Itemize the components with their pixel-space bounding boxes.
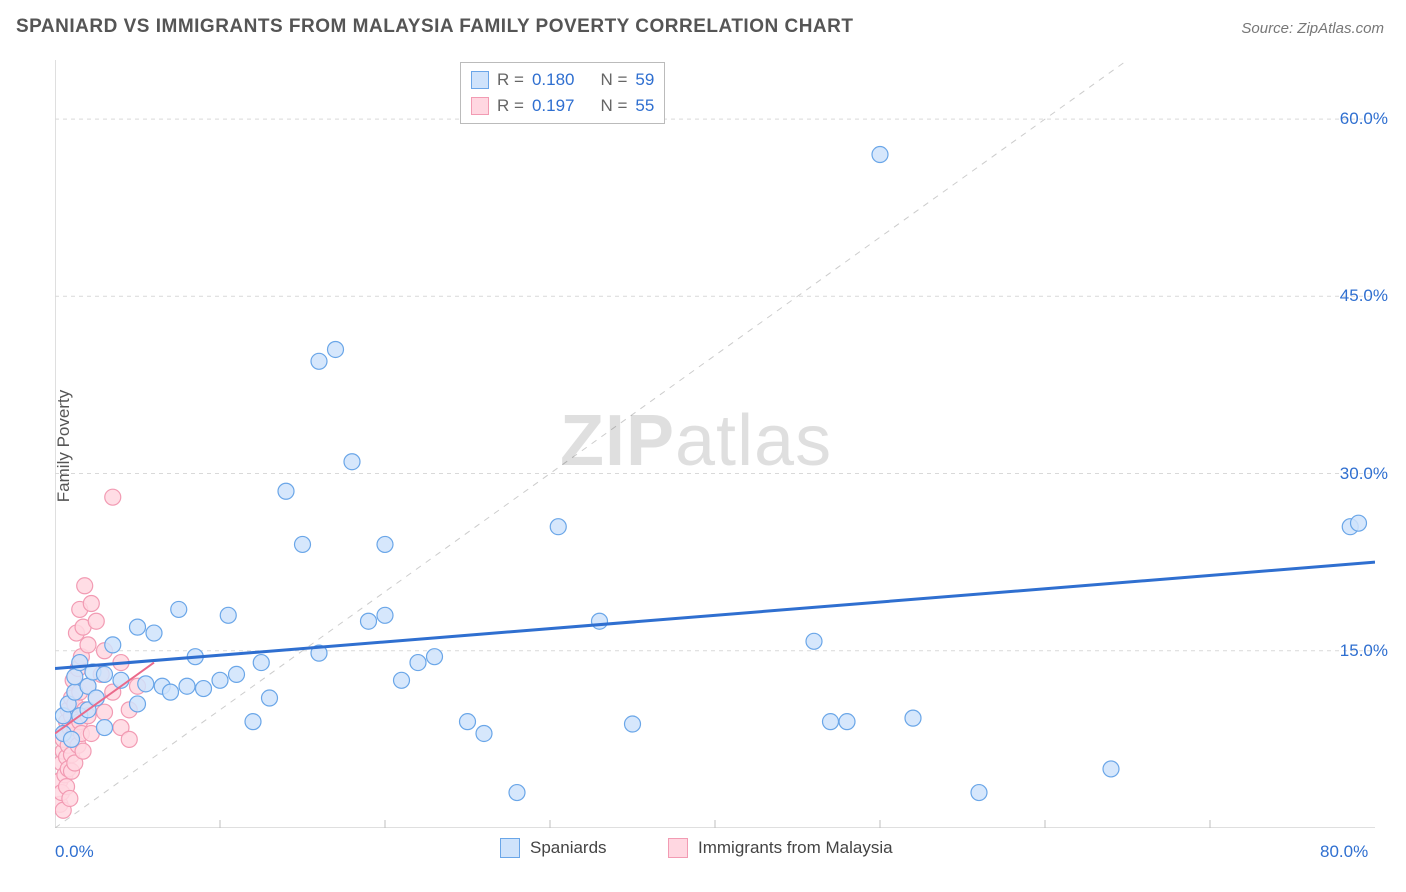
data-point <box>88 613 104 629</box>
data-point <box>278 483 294 499</box>
data-point <box>121 731 137 747</box>
data-point <box>83 596 99 612</box>
n-label: N = <box>600 96 627 116</box>
data-point <box>295 536 311 552</box>
data-point <box>410 655 426 671</box>
legend-label: Immigrants from Malaysia <box>698 838 893 858</box>
r-value: 0.180 <box>532 70 575 90</box>
data-point <box>163 684 179 700</box>
data-point <box>1351 515 1367 531</box>
data-point <box>361 613 377 629</box>
chart-root: { "title": "SPANIARD VS IMMIGRANTS FROM … <box>0 0 1406 892</box>
data-point <box>1103 761 1119 777</box>
x-origin-label: 0.0% <box>55 842 94 862</box>
data-point <box>80 637 96 653</box>
data-point <box>97 704 113 720</box>
r-label: R = <box>497 70 524 90</box>
y-tick-label: 45.0% <box>1340 286 1388 306</box>
series-swatch <box>471 71 489 89</box>
data-point <box>138 676 154 692</box>
data-point <box>196 681 212 697</box>
data-point <box>212 672 228 688</box>
scatter-plot <box>55 60 1375 828</box>
series-swatch <box>471 97 489 115</box>
data-point <box>971 785 987 801</box>
legend-swatch <box>668 838 688 858</box>
data-point <box>75 743 91 759</box>
data-point <box>130 696 146 712</box>
data-point <box>97 666 113 682</box>
data-point <box>394 672 410 688</box>
data-point <box>62 790 78 806</box>
data-point <box>872 147 888 163</box>
data-point <box>427 649 443 665</box>
source-name: ZipAtlas.com <box>1297 20 1384 37</box>
y-tick-label: 60.0% <box>1340 109 1388 129</box>
r-label: R = <box>497 96 524 116</box>
data-point <box>77 578 93 594</box>
data-point <box>328 341 344 357</box>
source-prefix: Source: <box>1241 20 1297 37</box>
data-point <box>476 725 492 741</box>
n-label: N = <box>600 70 627 90</box>
data-point <box>823 714 839 730</box>
data-point <box>179 678 195 694</box>
stats-box: R = 0.180 N = 59 R = 0.197 N = 55 <box>460 62 665 124</box>
data-point <box>344 454 360 470</box>
data-point <box>146 625 162 641</box>
n-value: 55 <box>635 96 654 116</box>
data-point <box>97 720 113 736</box>
data-point <box>105 489 121 505</box>
legend-swatch <box>500 838 520 858</box>
n-value: 59 <box>635 70 654 90</box>
legend-item: Immigrants from Malaysia <box>668 838 893 858</box>
stats-row: R = 0.197 N = 55 <box>471 93 654 119</box>
y-tick-label: 30.0% <box>1340 464 1388 484</box>
data-point <box>550 519 566 535</box>
data-point <box>105 637 121 653</box>
data-point <box>171 601 187 617</box>
data-point <box>311 353 327 369</box>
data-point <box>905 710 921 726</box>
data-point <box>130 619 146 635</box>
data-point <box>245 714 261 730</box>
source-label: Source: ZipAtlas.com <box>1241 20 1384 37</box>
data-point <box>839 714 855 730</box>
y-tick-label: 15.0% <box>1340 641 1388 661</box>
data-point <box>377 607 393 623</box>
legend-item: Spaniards <box>500 838 607 858</box>
data-point <box>220 607 236 623</box>
data-point <box>377 536 393 552</box>
data-point <box>625 716 641 732</box>
data-point <box>262 690 278 706</box>
chart-title: SPANIARD VS IMMIGRANTS FROM MALAYSIA FAM… <box>16 16 853 38</box>
data-point <box>253 655 269 671</box>
data-point <box>460 714 476 730</box>
data-point <box>592 613 608 629</box>
data-point <box>509 785 525 801</box>
r-value: 0.197 <box>532 96 575 116</box>
data-point <box>806 633 822 649</box>
data-point <box>64 731 80 747</box>
trendline <box>55 562 1375 668</box>
stats-row: R = 0.180 N = 59 <box>471 67 654 93</box>
data-point <box>229 666 245 682</box>
x-max-label: 80.0% <box>1320 842 1368 862</box>
legend-label: Spaniards <box>530 838 607 858</box>
